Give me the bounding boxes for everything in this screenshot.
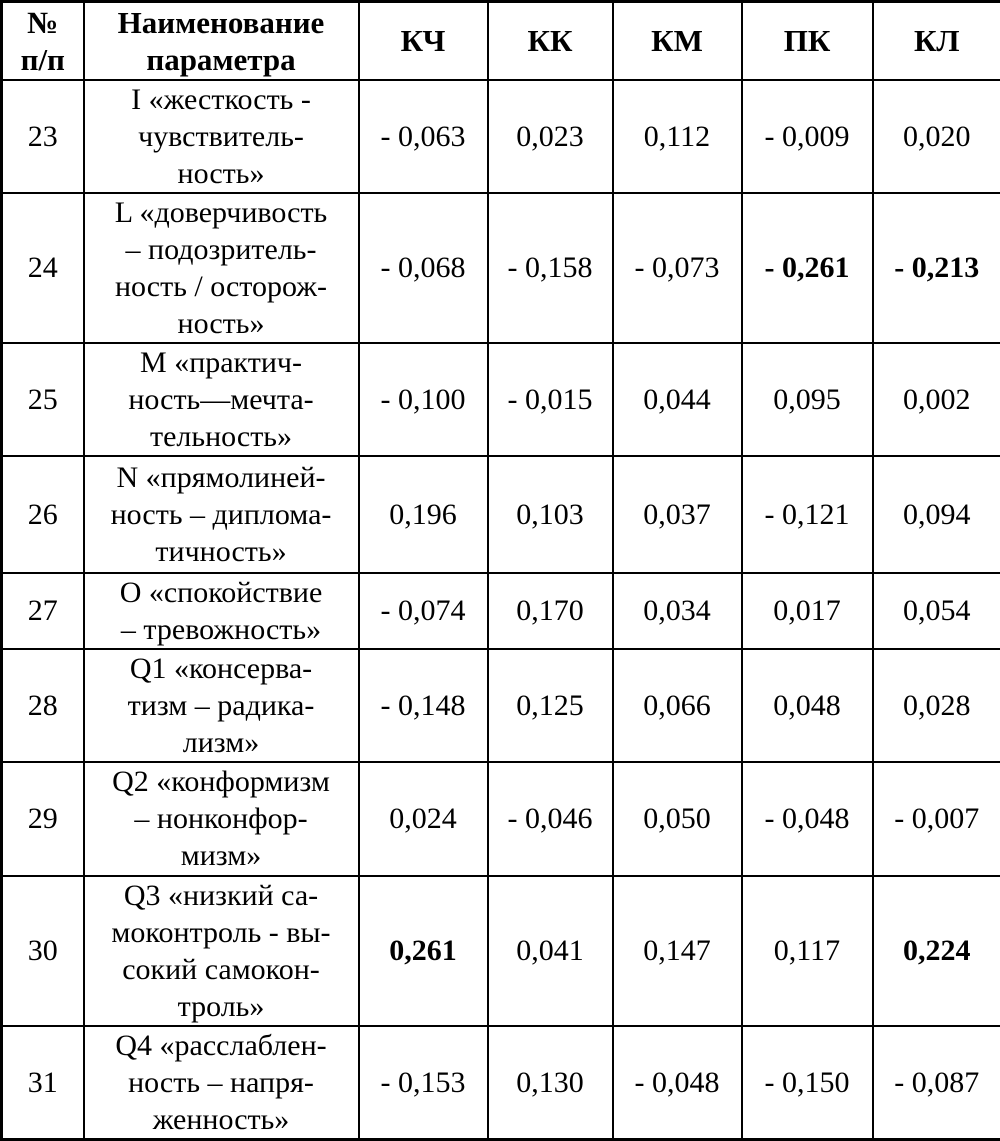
value-cell-km: 0,112 xyxy=(613,80,742,193)
row-number-cell: 31 xyxy=(2,1026,84,1140)
parameter-name-cell: Q2 «конформизм – нонконфор- мизм» xyxy=(84,762,359,876)
value-cell-kch: 0,261 xyxy=(359,876,488,1026)
value-cell-km: 0,050 xyxy=(613,762,742,876)
table-row: 26 N «прямолиней- ность – диплома- тично… xyxy=(2,456,1000,573)
table-row: 28 Q1 «консерва- тизм – радика- лизм» - … xyxy=(2,649,1000,762)
value-cell-kk: 0,023 xyxy=(488,80,613,193)
header-metric-kch: КЧ xyxy=(359,2,488,80)
value-cell-km: 0,044 xyxy=(613,343,742,456)
value-cell-kch: - 0,100 xyxy=(359,343,488,456)
value-cell-kch: 0,196 xyxy=(359,456,488,573)
row-number-cell: 23 xyxy=(2,80,84,193)
row-number-cell: 29 xyxy=(2,762,84,876)
header-parameter-name: Наименование параметра xyxy=(84,2,359,80)
parameter-name-cell: N «прямолиней- ность – диплома- тичность… xyxy=(84,456,359,573)
value-cell-kk: - 0,158 xyxy=(488,193,613,343)
table-row: 27 O «спокойствие – тревожность» - 0,074… xyxy=(2,573,1000,649)
header-metric-km: КМ xyxy=(613,2,742,80)
value-cell-kk: 0,125 xyxy=(488,649,613,762)
value-cell-kl: - 0,087 xyxy=(873,1026,1000,1140)
table-row: 30 Q3 «низкий са- моконтроль - вы- сокий… xyxy=(2,876,1000,1026)
row-number-cell: 25 xyxy=(2,343,84,456)
value-cell-kch: - 0,148 xyxy=(359,649,488,762)
value-cell-kch: - 0,074 xyxy=(359,573,488,649)
row-number-cell: 24 xyxy=(2,193,84,343)
value-cell-pk: 0,048 xyxy=(742,649,873,762)
value-cell-kk: 0,103 xyxy=(488,456,613,573)
table-row: 25 M «практич- ность—мечта- тельность» -… xyxy=(2,343,1000,456)
table-row: 31 Q4 «расслаблен- ность – напря- женнос… xyxy=(2,1026,1000,1140)
value-cell-kk: - 0,015 xyxy=(488,343,613,456)
value-cell-pk: - 0,121 xyxy=(742,456,873,573)
value-cell-kch: - 0,068 xyxy=(359,193,488,343)
parameter-name-cell: Q4 «расслаблен- ность – напря- женность» xyxy=(84,1026,359,1140)
value-cell-kl: 0,224 xyxy=(873,876,1000,1026)
table-row: 23 I «жесткость - чувствитель- ность» - … xyxy=(2,80,1000,193)
value-cell-pk: - 0,150 xyxy=(742,1026,873,1140)
parameter-name-cell: M «практич- ность—мечта- тельность» xyxy=(84,343,359,456)
value-cell-kk: 0,170 xyxy=(488,573,613,649)
value-cell-km: 0,066 xyxy=(613,649,742,762)
table-row: 29 Q2 «конформизм – нонконфор- мизм» 0,0… xyxy=(2,762,1000,876)
value-cell-kk: 0,130 xyxy=(488,1026,613,1140)
value-cell-pk: 0,017 xyxy=(742,573,873,649)
header-metric-kl: КЛ xyxy=(873,2,1000,80)
parameter-name-cell: L «доверчивость – подозритель- ность / о… xyxy=(84,193,359,343)
value-cell-kch: - 0,063 xyxy=(359,80,488,193)
parameter-name-cell: O «спокойствие – тревожность» xyxy=(84,573,359,649)
value-cell-kl: 0,028 xyxy=(873,649,1000,762)
value-cell-kl: 0,020 xyxy=(873,80,1000,193)
value-cell-kch: 0,024 xyxy=(359,762,488,876)
value-cell-km: 0,034 xyxy=(613,573,742,649)
value-cell-pk: - 0,048 xyxy=(742,762,873,876)
header-row: № п/п Наименование параметра КЧ КК КМ ПК… xyxy=(2,2,1000,80)
header-row-number: № п/п xyxy=(2,2,84,80)
value-cell-pk: 0,095 xyxy=(742,343,873,456)
value-cell-kk: - 0,046 xyxy=(488,762,613,876)
header-metric-kk: КК xyxy=(488,2,613,80)
value-cell-km: - 0,048 xyxy=(613,1026,742,1140)
parameter-name-cell: Q3 «низкий са- моконтроль - вы- сокий са… xyxy=(84,876,359,1026)
row-number-cell: 28 xyxy=(2,649,84,762)
value-cell-pk: - 0,261 xyxy=(742,193,873,343)
value-cell-kl: - 0,213 xyxy=(873,193,1000,343)
parameter-name-cell: Q1 «консерва- тизм – радика- лизм» xyxy=(84,649,359,762)
value-cell-kch: - 0,153 xyxy=(359,1026,488,1140)
value-cell-kl: - 0,007 xyxy=(873,762,1000,876)
row-number-cell: 27 xyxy=(2,573,84,649)
row-number-cell: 26 xyxy=(2,456,84,573)
header-metric-pk: ПК xyxy=(742,2,873,80)
value-cell-pk: - 0,009 xyxy=(742,80,873,193)
parameter-name-cell: I «жесткость - чувствитель- ность» xyxy=(84,80,359,193)
row-number-cell: 30 xyxy=(2,876,84,1026)
value-cell-km: - 0,073 xyxy=(613,193,742,343)
value-cell-km: 0,037 xyxy=(613,456,742,573)
value-cell-kl: 0,094 xyxy=(873,456,1000,573)
value-cell-kl: 0,002 xyxy=(873,343,1000,456)
value-cell-pk: 0,117 xyxy=(742,876,873,1026)
value-cell-km: 0,147 xyxy=(613,876,742,1026)
table-row: 24 L «доверчивость – подозритель- ность … xyxy=(2,193,1000,343)
value-cell-kl: 0,054 xyxy=(873,573,1000,649)
value-cell-kk: 0,041 xyxy=(488,876,613,1026)
